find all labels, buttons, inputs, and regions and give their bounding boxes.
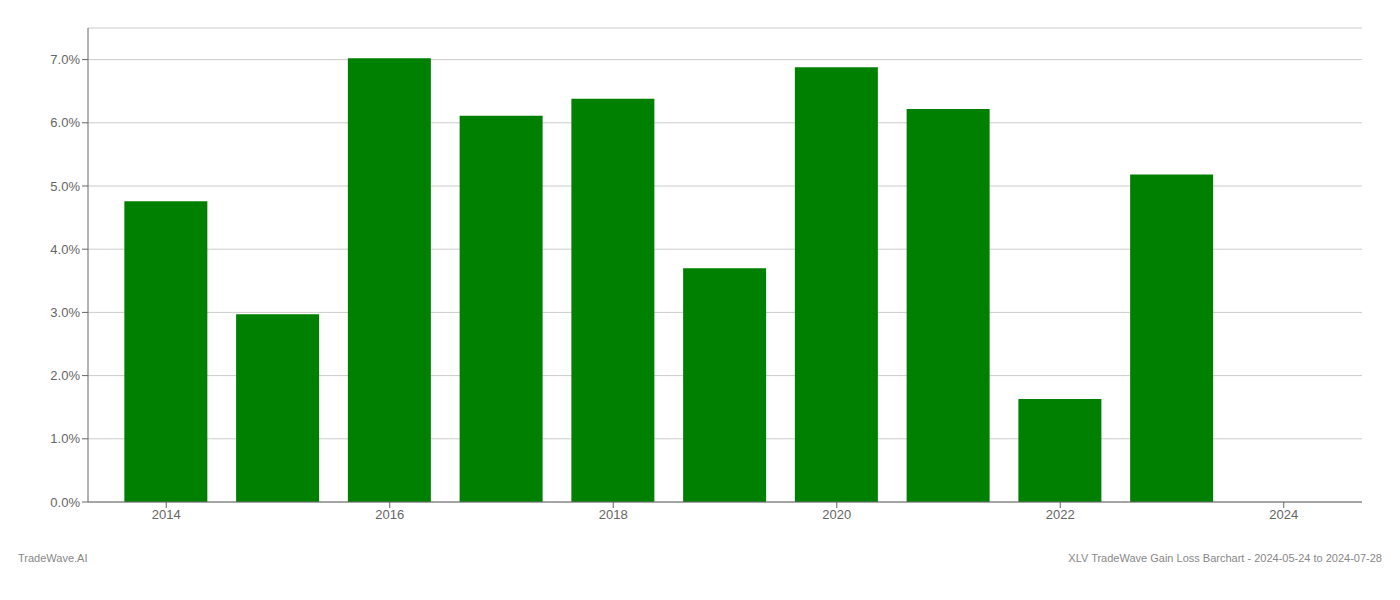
svg-text:2020: 2020: [822, 507, 851, 522]
svg-text:2016: 2016: [375, 507, 404, 522]
svg-text:2022: 2022: [1046, 507, 1075, 522]
svg-text:1.0%: 1.0%: [50, 431, 80, 446]
html-text:XLV TradeWave Gain Loss Barcha: XLV TradeWave Gain Loss Barchart - 2024-…: [1068, 552, 1382, 564]
svg-text:6.0%: 6.0%: [50, 115, 80, 130]
svg-text:0.0%: 0.0%: [50, 495, 80, 510]
svg-text:5.0%: 5.0%: [50, 179, 80, 194]
svg-text:2.0%: 2.0%: [50, 368, 80, 383]
svg-text:2018: 2018: [599, 507, 628, 522]
svg-text:3.0%: 3.0%: [50, 305, 80, 320]
svg-text:2024: 2024: [1269, 507, 1298, 522]
html-text:TradeWave.AI: TradeWave.AI: [18, 552, 88, 564]
svg-text:7.0%: 7.0%: [50, 52, 80, 67]
svg-text:2014: 2014: [152, 507, 181, 522]
svg-text:4.0%: 4.0%: [50, 242, 80, 257]
